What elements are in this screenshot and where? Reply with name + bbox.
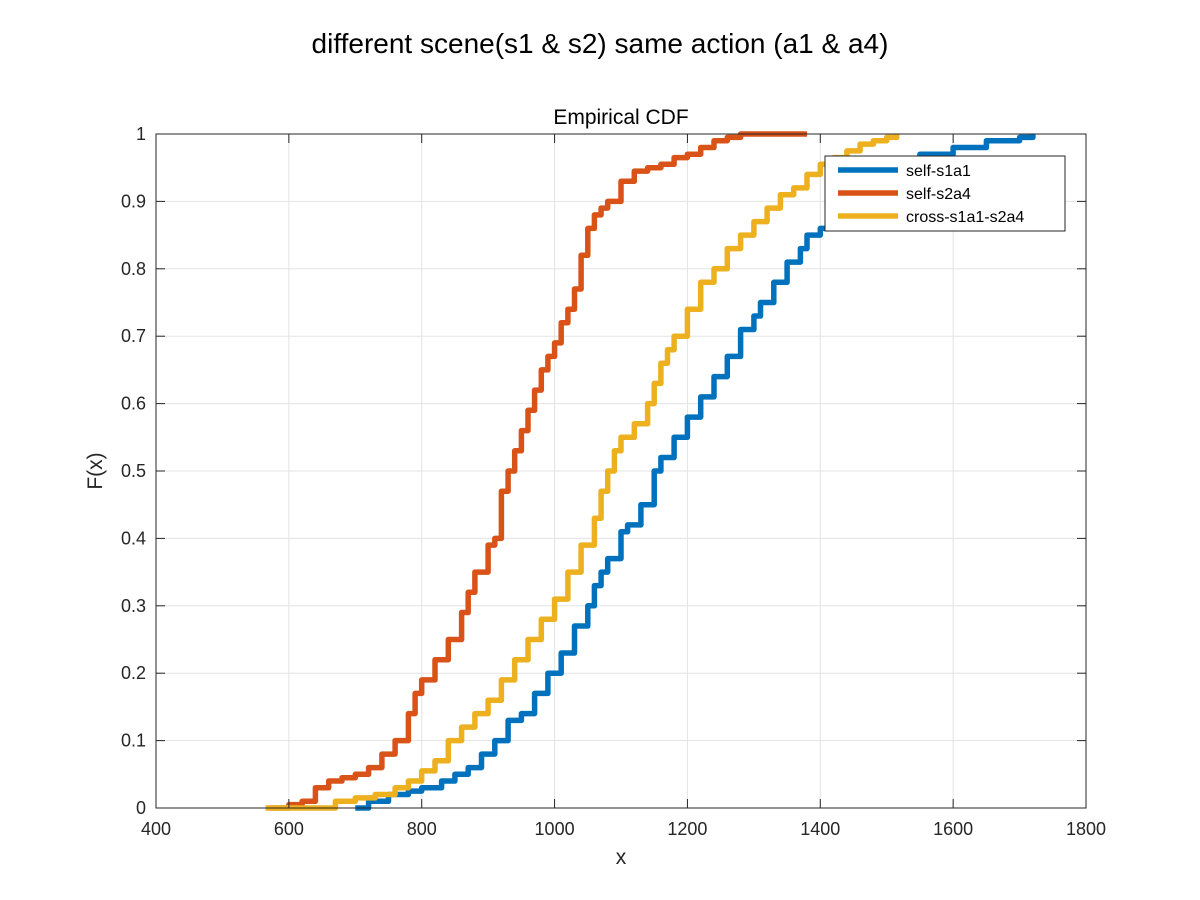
y-tick-label: 0.2 <box>121 663 146 683</box>
x-tick-label: 1200 <box>667 819 707 839</box>
series-line-cross-s1a1-s2a4 <box>265 134 900 811</box>
y-tick-label: 0.6 <box>121 394 146 414</box>
legend-label: cross-s1a1-s2a4 <box>906 209 1024 226</box>
y-tick-label: 1 <box>136 124 146 144</box>
y-axis-label: F(x) <box>84 452 107 489</box>
figure-title: different scene(s1 & s2) same action (a1… <box>312 28 889 59</box>
x-axis-label: x <box>616 846 627 869</box>
y-tick-label: 0.8 <box>121 259 146 279</box>
x-tick-label: 1600 <box>933 819 973 839</box>
x-tick-label: 1800 <box>1066 819 1106 839</box>
y-tick-label: 0.5 <box>121 461 146 481</box>
legend-entries: self-s1a1 self-s2a4 cross-s1a1-s2a4 <box>838 163 1024 226</box>
x-tick-labels: 400 600 800 1000 1200 1400 1600 1800 <box>141 819 1106 839</box>
x-tick-label: 1400 <box>800 819 840 839</box>
y-tick-labels: 0 0.1 0.2 0.3 0.4 0.5 0.6 0.7 0.8 0.9 1 <box>121 124 146 818</box>
x-tick-label: 800 <box>407 819 437 839</box>
x-tick-label: 400 <box>141 819 171 839</box>
x-tick-label: 600 <box>274 819 304 839</box>
y-tick-label: 0.7 <box>121 326 146 346</box>
legend-label: self-s2a4 <box>906 186 971 203</box>
legend[interactable]: self-s1a1 self-s2a4 cross-s1a1-s2a4 <box>824 155 1066 232</box>
axes-title: Empirical CDF <box>553 106 688 129</box>
y-tick-label: 0 <box>136 798 146 818</box>
y-tick-label: 0.3 <box>121 596 146 616</box>
y-tick-label: 0.9 <box>121 191 146 211</box>
y-tick-label: 0.1 <box>121 731 146 751</box>
tick-marks <box>155 133 1087 809</box>
x-tick-label: 1000 <box>535 819 575 839</box>
legend-label: self-s1a1 <box>906 163 971 180</box>
y-tick-label: 0.4 <box>121 528 146 548</box>
series-line-self-s2a4 <box>268 131 807 811</box>
